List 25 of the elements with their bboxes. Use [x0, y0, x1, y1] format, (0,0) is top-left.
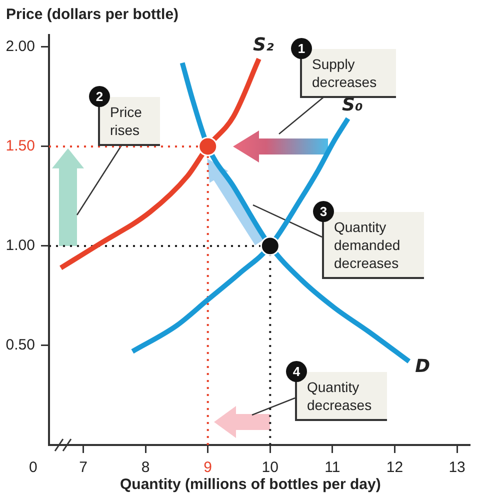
- x-tick-label: 10: [262, 459, 278, 476]
- y-axis-title: Price (dollars per bottle): [6, 6, 179, 23]
- x-tick-label: 9: [204, 459, 212, 476]
- x-tick-label: 8: [141, 459, 150, 476]
- annotation: 1: [291, 38, 312, 59]
- annotation: Quantity demanded decreases: [334, 219, 400, 271]
- series-label: S₂: [252, 34, 274, 56]
- annotation: 4: [286, 361, 307, 382]
- x-tick-label: 11: [324, 459, 340, 476]
- x-tick-label: 12: [386, 459, 404, 476]
- series-label: D: [415, 356, 430, 378]
- annotation: 3: [313, 201, 334, 222]
- y-tick-label: 1.50: [6, 138, 35, 155]
- y-tick-label: 2.00: [6, 38, 35, 56]
- y-tick-label: 0.50: [6, 336, 35, 354]
- x-tick-label: 13: [448, 459, 466, 476]
- x-tick-label: 7: [79, 459, 88, 476]
- series-label: S₀: [342, 94, 363, 116]
- annotation: Price rises: [110, 104, 142, 138]
- annotation: 2: [89, 86, 110, 107]
- x-axis-title: Quantity (millions of bottles per day): [120, 476, 381, 493]
- annotation: Quantity decreases: [307, 379, 372, 413]
- annotation: Supply decreases: [312, 56, 377, 90]
- text: 0: [29, 459, 38, 476]
- y-tick-label: 1.00: [6, 237, 35, 254]
